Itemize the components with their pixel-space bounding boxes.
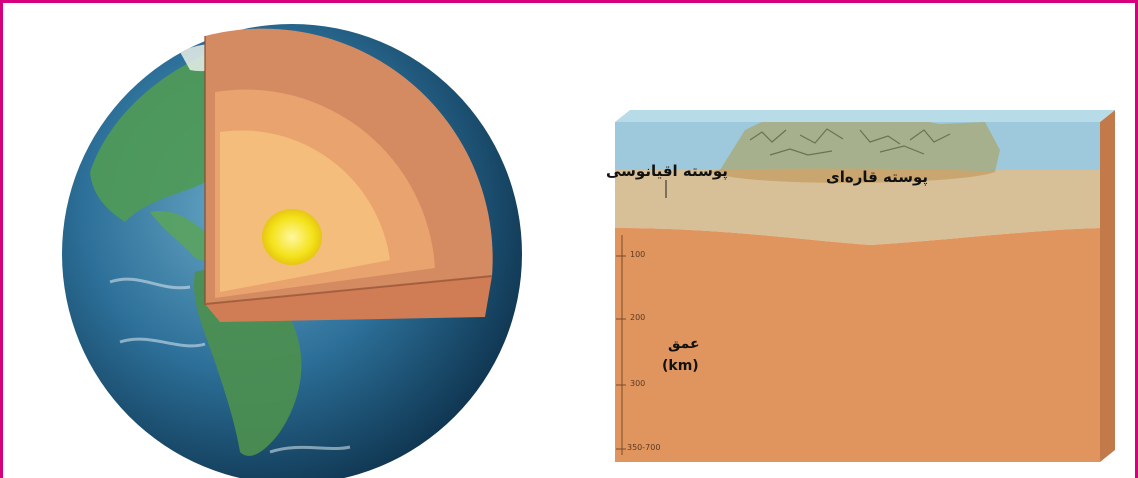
frame-right-border (1135, 0, 1138, 478)
depth-tick-label: 200 (630, 313, 646, 322)
continent-surface (720, 115, 1000, 172)
continent-texture (749, 128, 951, 156)
block-top-edge (615, 110, 1115, 122)
lower-layer-cut-face (205, 276, 492, 322)
frame-left-border (0, 0, 3, 478)
depth-unit-label: (km) (662, 358, 699, 374)
outer-core-cut-face (220, 130, 390, 292)
inner-core (262, 209, 322, 265)
frame-top-border (0, 0, 1138, 3)
continental-crust-label: پوسته قاره‌ای (826, 168, 929, 186)
earth-cutaway-illustration (62, 24, 522, 478)
oceanic-pointer (665, 180, 667, 198)
depth-tick-label: 100 (630, 250, 646, 259)
central-america-landmass (150, 211, 213, 261)
depth-tick-label: 300 (630, 379, 646, 388)
block-side-face (1100, 110, 1115, 462)
cloud-wisps (109, 277, 351, 454)
depth-tick-label: 350-700 (627, 443, 661, 452)
depth-label: عمق (668, 336, 700, 352)
oceanic-crust-label: پوسته اقیانوسی (606, 162, 728, 180)
crust-block-diagram (615, 110, 1115, 462)
crust-layer (615, 170, 1100, 245)
cut-edge-shadow (204, 36, 493, 306)
mantle-layer (615, 228, 1100, 462)
